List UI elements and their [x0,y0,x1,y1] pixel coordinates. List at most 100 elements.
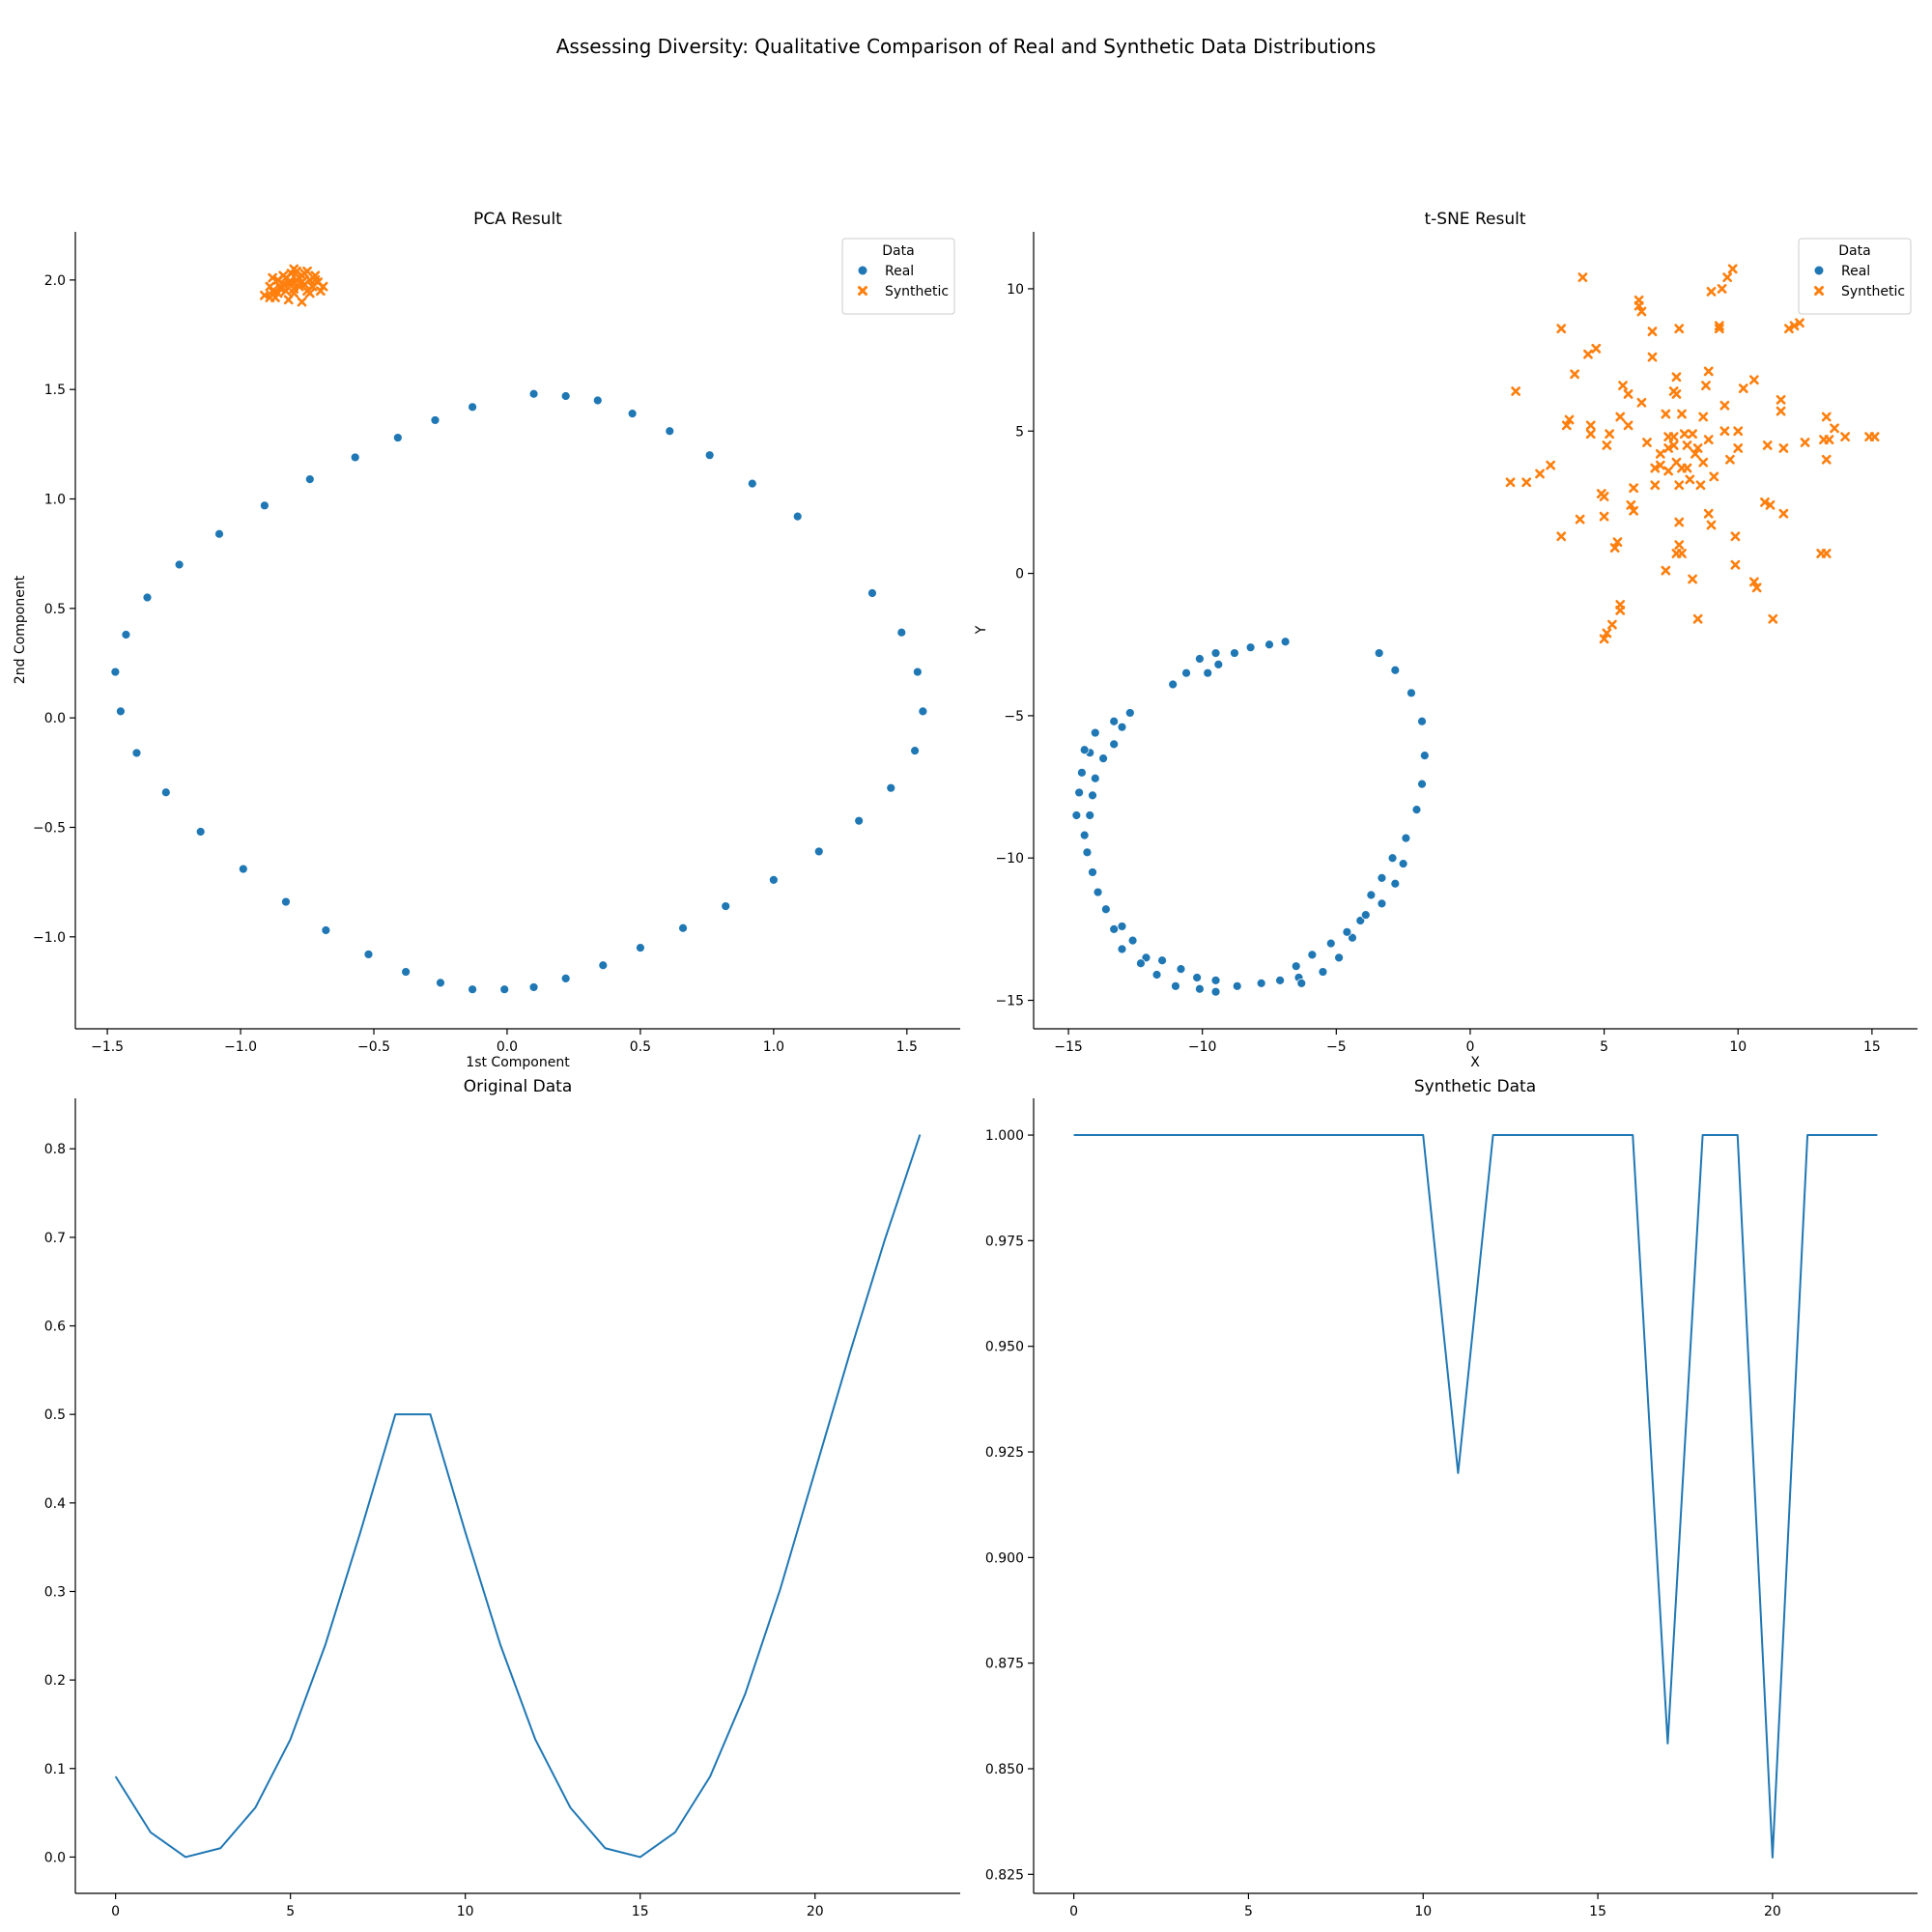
tsne-synthetic-point [1556,531,1567,542]
tsne-synthetic-point [1626,499,1636,510]
tsne-synthetic-point [1629,505,1638,516]
pca-y-tick-label: −1.0 [33,930,66,946]
tsne-synthetic-point [1661,565,1671,576]
pca-synthetic-point [289,264,299,274]
tsne-synthetic-point [1703,435,1714,444]
tsne-synthetic-point [1690,448,1700,459]
tsne-real-point [1213,659,1224,669]
tsne-real-point [1377,898,1387,909]
original-data-title: Original Data [464,1077,573,1096]
tsne-x-tick-label: 10 [1729,1039,1747,1055]
pca-real-point [392,433,403,442]
pca-real-point [468,402,477,412]
tsne-synthetic-point [1642,438,1652,447]
pca-real-point [528,982,539,992]
tsne-synthetic-point [1821,549,1832,558]
tsne-synthetic-point [1663,443,1674,453]
tsne-synthetic-point [1605,429,1615,440]
pca-y-tick-label: 1.0 [44,493,66,508]
pca-real-point [747,478,757,489]
pca-synthetic-point [268,272,278,283]
tsne-synthetic-point [1636,397,1647,408]
tsne-real-point [1074,787,1085,798]
legend-title: Data [1838,243,1870,259]
tsne-x-axis-label: X [1470,1055,1480,1070]
figure-suptitle: Assessing Diversity: Qualitative Compari… [556,35,1377,58]
legend-synthetic-label: Synthetic [1841,284,1905,299]
tsne-synthetic-point [1789,321,1800,331]
tsne-real-point [1181,668,1191,678]
original-data-y-tick-label: 0.6 [44,1320,66,1335]
tsne-real-point [1093,887,1103,897]
tsne-synthetic-point [1674,517,1685,527]
tsne-synthetic-point [1655,460,1665,470]
tsne-synthetic-point [1717,284,1727,294]
tsne-synthetic-point [1679,429,1690,440]
tsne-synthetic-point [1688,574,1697,584]
tsne-real-point [1195,983,1205,994]
tsne-synthetic-point [1768,613,1778,624]
tsne-synthetic-point [1714,321,1724,331]
tsne-synthetic-point [1618,381,1628,391]
tsne-real-point [1210,648,1221,658]
legend-real-marker [1814,266,1824,275]
tsne-real-point [1088,867,1097,877]
tsne-real-point [1117,944,1127,954]
tsne-y-tick-label: −5 [1004,709,1024,724]
tsne-synthetic-point [1730,531,1741,542]
tsne-synthetic-point [1762,440,1773,450]
pca-y-tick-label: 0.0 [44,711,66,726]
tsne-synthetic-point [1821,454,1832,465]
tsne-synthetic-point [1585,429,1596,440]
original-data-series-line [114,1134,922,1859]
tsne-real-point [1374,648,1384,658]
tsne-synthetic-point [1650,480,1661,491]
tsne-synthetic-point [1599,511,1609,522]
pca-real-point [792,511,803,522]
tsne-synthetic-point [1677,549,1687,558]
tsne-synthetic-point [1688,429,1697,440]
tsne-real-point [1387,853,1398,864]
legend-synthetic-marker [858,286,867,296]
pca-synthetic-point [275,284,286,294]
tsne-synthetic-point [1575,514,1585,525]
tsne-synthetic-point [1599,492,1609,501]
tsne-y-tick-label: 5 [1015,424,1024,440]
tsne-synthetic-point [1668,440,1679,450]
tsne-real-point [1230,648,1239,658]
synthetic-data-x-tick-label: 20 [1764,1904,1781,1919]
pca-real-point [259,500,270,511]
tsne-synthetic-point [1629,483,1638,494]
pca-real-point [896,627,907,638]
tsne-real-point [1109,716,1120,726]
tsne-real-point [1245,642,1256,653]
synthetic-data-y-tick-label: 0.950 [985,1340,1024,1355]
tsne-synthetic-point [1738,384,1748,393]
tsne-synthetic-point [1602,628,1612,639]
tsne-synthetic-point [1778,508,1789,519]
tsne-synthetic-point [1703,366,1714,377]
pca-real-point [121,630,131,639]
tsne-real-point [1210,976,1221,985]
synthetic-data-series-line [1073,1134,1878,1859]
pca-real-point [768,874,779,885]
synthetic-data-y-tick-label: 0.825 [985,1867,1024,1883]
pca-synthetic-point [299,269,310,278]
tsne-real-point [1082,847,1093,858]
tsne-x-tick-label: −15 [1054,1039,1083,1055]
pca-synthetic-point [281,272,291,283]
pca-real-point [430,415,440,425]
tsne-synthetic-point [1765,499,1776,510]
tsne-synthetic-point [1609,543,1620,553]
pca-real-point [918,706,928,717]
tsne-synthetic-point [1647,327,1658,337]
tsne-synthetic-point [1591,343,1602,354]
tsne-real-point [1275,976,1285,985]
tsne-x-tick-label: 0 [1465,1039,1474,1055]
tsne-synthetic-point [1671,389,1682,399]
pca-real-point [528,388,539,399]
pca-synthetic-point [318,281,328,292]
synthetic-data-x-tick-label: 15 [1589,1904,1606,1919]
tsne-real-point [1419,751,1430,761]
original-data-x-tick-label: 0 [111,1904,120,1919]
